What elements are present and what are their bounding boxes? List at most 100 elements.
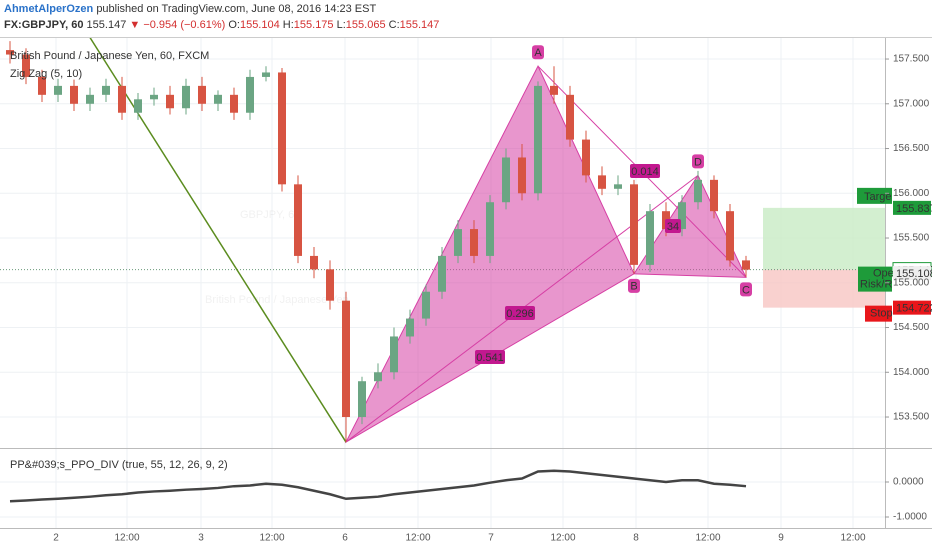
candle-body	[726, 211, 734, 261]
stop-label: Stop	[870, 308, 893, 320]
symbol: FX:GBPJPY, 60	[4, 19, 83, 31]
time-label: 3	[198, 533, 204, 544]
y-tick-label: 156.000	[893, 188, 930, 199]
candle-body	[326, 269, 334, 301]
candle-body	[646, 211, 654, 265]
watermark-subtitle: British Pound / Japanese Yen	[205, 294, 349, 306]
candle-body	[54, 85, 62, 95]
candle-body	[102, 85, 110, 95]
candle-body	[742, 260, 750, 270]
rr-label: Risk/R	[860, 279, 892, 291]
open-label: Ope	[873, 268, 894, 280]
candle-body	[294, 184, 302, 256]
candle-body	[486, 202, 494, 256]
ratio-label: 0.296	[506, 308, 534, 320]
candle-body	[38, 76, 46, 95]
watermark: GBPJPY, 60	[240, 209, 300, 221]
candle-body	[118, 85, 126, 113]
candle-body	[6, 50, 14, 55]
time-label: 12:00	[695, 533, 720, 544]
candle-body	[70, 85, 78, 104]
c-label: C:	[389, 19, 400, 31]
ratio-box	[665, 219, 681, 233]
y-tick-label: 157.000	[893, 98, 930, 109]
price-tag	[893, 200, 931, 215]
pattern-label: D	[694, 156, 702, 168]
candle-body	[422, 291, 430, 319]
pattern-label-box	[628, 278, 640, 293]
zigzag	[89, 38, 347, 443]
time-label: 7	[488, 533, 494, 544]
candle-body	[470, 229, 478, 256]
y-tick-label: 155.500	[893, 233, 930, 244]
candle-body	[230, 94, 238, 113]
pattern-label: A	[534, 47, 542, 59]
candle-body	[342, 300, 350, 418]
oscillator-line	[9, 469, 747, 503]
ratio-box	[475, 350, 505, 364]
y-tick-label: 156.500	[893, 143, 930, 154]
candle-body	[182, 85, 190, 109]
target-zone	[763, 207, 885, 270]
candle-body	[550, 85, 558, 95]
time-label: 9	[778, 533, 784, 544]
candle-body	[150, 94, 158, 100]
price-tag-label: 154.722	[896, 303, 932, 315]
time-label: 12:00	[840, 533, 865, 544]
candle-body	[534, 85, 542, 194]
target-box	[857, 187, 892, 204]
candle-body	[134, 99, 142, 113]
h-label: H:	[283, 19, 294, 31]
time-label: 12:00	[259, 533, 284, 544]
candle-body	[246, 76, 254, 113]
open-box	[858, 266, 892, 292]
candle-body	[502, 157, 510, 203]
candle-body	[22, 54, 30, 77]
pattern-label-box	[692, 154, 704, 169]
stop-box	[865, 305, 892, 322]
candle-body	[694, 179, 702, 203]
candle-body	[86, 94, 94, 104]
candle-body	[310, 255, 318, 270]
y-tick-label: 0.0000	[893, 477, 924, 488]
last: 155.147	[87, 19, 127, 31]
time-label: 12:00	[550, 533, 575, 544]
price-tag-label: 155.108	[896, 268, 932, 280]
candle-body	[262, 72, 270, 77]
l-value: 155.065	[346, 19, 386, 31]
candle-body	[358, 381, 366, 418]
ratio-box	[505, 306, 535, 320]
candle-body	[278, 72, 286, 185]
ratio-label: 0.541	[476, 352, 504, 364]
time-label: 2	[53, 533, 59, 544]
candle-body	[582, 139, 590, 176]
pattern-label-box	[740, 282, 752, 297]
time-label: 6	[342, 533, 348, 544]
l-label: L:	[337, 19, 346, 31]
time-label: 8	[633, 533, 639, 544]
candle-body	[678, 202, 686, 230]
candle-body	[166, 94, 174, 109]
ratio-label: 34	[667, 221, 679, 233]
ratio-box	[630, 164, 660, 178]
time-label: 12:00	[114, 533, 139, 544]
price-tag	[893, 300, 931, 315]
candle-body	[614, 184, 622, 189]
candle-body	[454, 229, 462, 256]
series-title: British Pound / Japanese Yen, 60, FXCM	[10, 50, 209, 62]
header-line-1: AhmetAlperOzen published on TradingView.…	[4, 3, 376, 15]
pattern-label-box	[532, 45, 544, 60]
h-value: 155.175	[294, 19, 334, 31]
change: ▼ −0.954 (−0.61%)	[129, 19, 225, 31]
candle-body	[438, 255, 446, 292]
y-tick-label: -1.0000	[893, 512, 927, 523]
y-tick-label: 157.500	[893, 54, 930, 65]
candle-body	[198, 85, 206, 104]
header-line-2: FX:GBPJPY, 60 155.147 ▼ −0.954 (−0.61%) …	[4, 19, 439, 31]
target-label: Targe	[864, 191, 892, 203]
price-tag-label: 155.837	[896, 203, 932, 215]
candle-body	[710, 179, 718, 212]
time-label: 12:00	[405, 533, 430, 544]
author[interactable]: AhmetAlperOzen	[4, 3, 94, 15]
